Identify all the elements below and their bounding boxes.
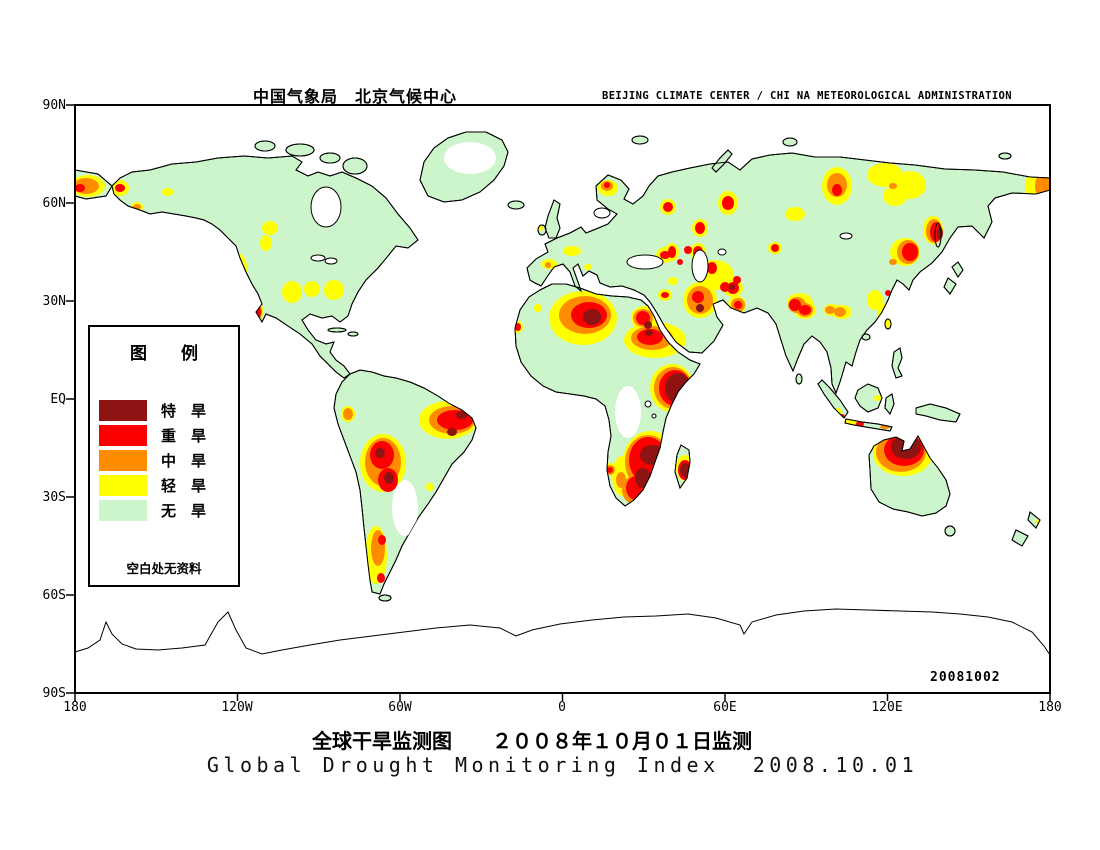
extreme-drought-label: 特 旱 xyxy=(161,403,207,420)
lon-label-180e: 180 xyxy=(1038,700,1062,715)
lake-baikal xyxy=(839,232,853,240)
antarctica-coastline xyxy=(75,608,1050,656)
no-drought-label: 无 旱 xyxy=(161,503,207,520)
footer-title-chinese: 全球干旱监测图 ２００８年１０月０１日监测 xyxy=(312,731,752,753)
lon-label-0: 0 xyxy=(558,700,566,715)
lat-label-30s: 30S xyxy=(42,490,66,505)
header-title-english: BEIJING CLIMATE CENTER / CHI NA METEOROL… xyxy=(601,90,1012,102)
extreme-drought-swatch xyxy=(99,400,147,421)
light-drought-label: 轻 旱 xyxy=(161,478,207,495)
light-drought-swatch xyxy=(99,475,147,496)
caspian-sea xyxy=(691,249,709,283)
lake-malawi xyxy=(651,413,657,419)
map-date-stamp: 20081002 xyxy=(930,670,1001,685)
legend-item-extreme-drought: 特 旱 xyxy=(90,400,238,421)
latitude-ticks xyxy=(66,104,75,694)
legend-item-severe-drought: 重 旱 xyxy=(90,425,238,446)
legend-box: 图 例 特 旱 重 旱 中 旱 轻 旱 无 旱 空白处无资料 xyxy=(88,325,240,587)
severe-drought-label: 重 旱 xyxy=(161,428,207,445)
footer-title-english: Global Drought Monitoring Index 2008.10.… xyxy=(206,753,919,777)
legend-item-light-drought: 轻 旱 xyxy=(90,475,238,496)
lat-label-60n: 60N xyxy=(42,196,66,211)
lon-label-120w: 120W xyxy=(221,700,253,715)
lat-label-eq: EQ xyxy=(50,392,66,407)
lon-label-60e: 60E xyxy=(713,700,737,715)
map-frame-and-ticks xyxy=(66,104,1051,701)
lake-victoria xyxy=(644,400,652,408)
legend-item-no-drought: 无 旱 xyxy=(90,500,238,521)
header-title-chinese: 中国气象局 北京气候中心 xyxy=(252,89,457,106)
legend-item-moderate-drought: 中 旱 xyxy=(90,450,238,471)
legend-no-data-note: 空白处无资料 xyxy=(126,562,202,576)
lat-label-90n: 90N xyxy=(42,98,66,113)
legend-title: 图 例 xyxy=(130,344,198,363)
aral-sea xyxy=(717,248,727,256)
lat-label-90s: 90S xyxy=(42,686,66,701)
lat-label-30n: 30N xyxy=(42,294,66,309)
baltic-sea xyxy=(593,207,611,219)
inland-seas-and-lakes xyxy=(310,186,853,419)
moderate-drought-label: 中 旱 xyxy=(161,453,207,470)
severe-drought-swatch xyxy=(99,425,147,446)
longitude-ticks xyxy=(74,693,1051,701)
lon-label-120e: 120E xyxy=(871,700,903,715)
lon-label-60w: 60W xyxy=(388,700,412,715)
lat-label-60s: 60S xyxy=(42,588,66,603)
moderate-drought-swatch xyxy=(99,450,147,471)
no-drought-swatch xyxy=(99,500,147,521)
hudson-bay xyxy=(310,186,342,228)
legend-rows: 特 旱 重 旱 中 旱 轻 旱 无 旱 xyxy=(90,400,238,525)
great-lakes-west xyxy=(310,254,326,262)
black-sea xyxy=(626,254,664,270)
lon-label-180w: 180 xyxy=(63,700,87,715)
great-lakes-east xyxy=(324,257,338,265)
